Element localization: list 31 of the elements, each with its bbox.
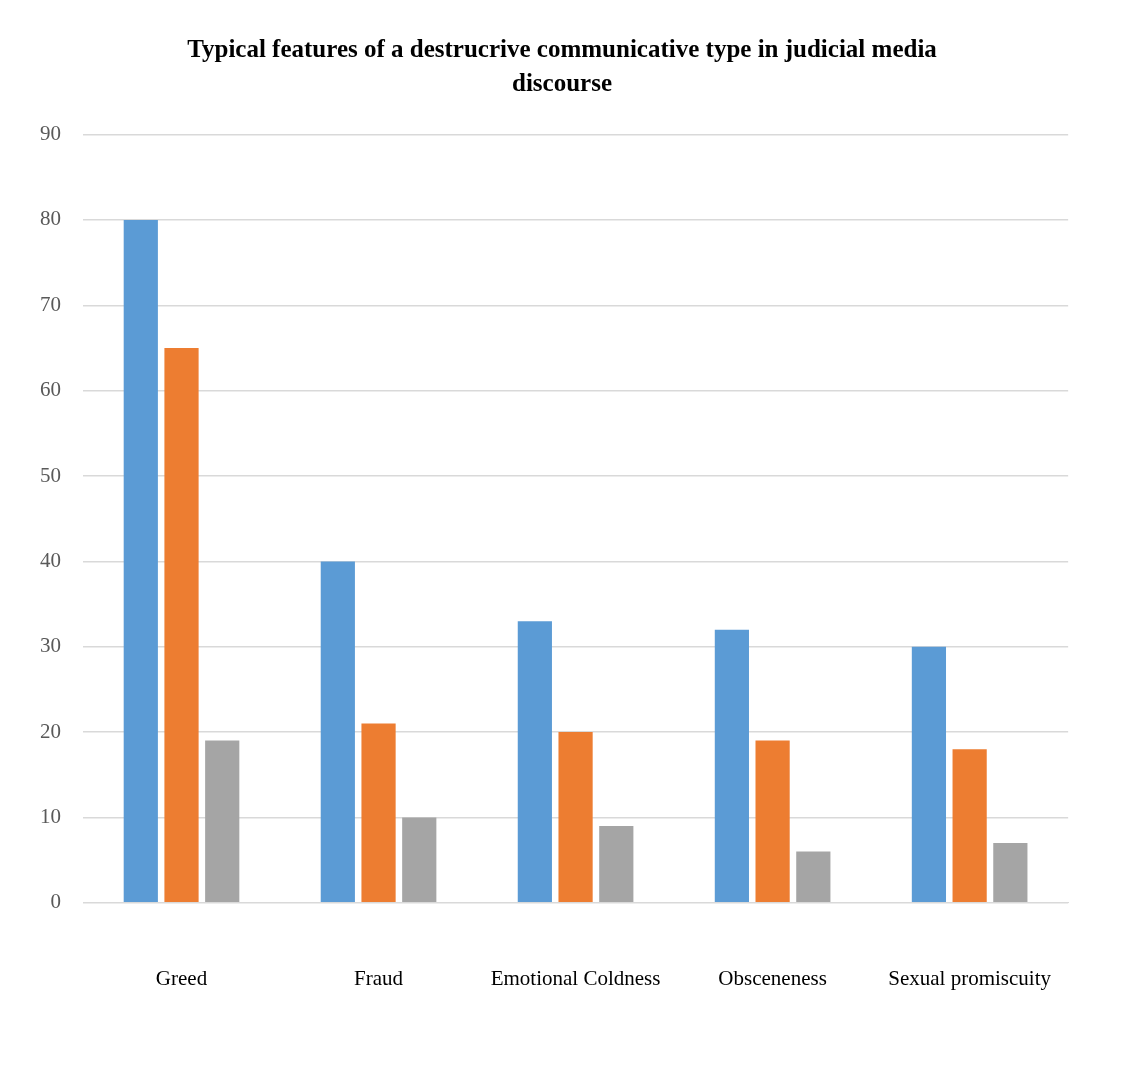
- y-tick-label: 50: [40, 462, 61, 487]
- bar: [599, 825, 634, 903]
- x-tick-label: Greed: [155, 965, 208, 990]
- y-tick-label: 40: [40, 547, 61, 572]
- x-tick-label: Emotional Coldness: [490, 965, 661, 990]
- bar: [796, 851, 831, 903]
- bar: [952, 749, 987, 903]
- bar: [205, 740, 240, 903]
- bar: [123, 219, 158, 903]
- y-tick-label: 70: [40, 291, 61, 316]
- y-tick-label: 30: [40, 633, 61, 658]
- bar: [402, 817, 437, 903]
- x-tick-label: Sexual promiscuity: [888, 965, 1052, 990]
- bar: [755, 740, 790, 903]
- bar: [993, 843, 1028, 903]
- x-tick-label: Fraud: [354, 965, 404, 990]
- bar: [320, 561, 355, 903]
- y-tick-label: 90: [40, 121, 61, 146]
- x-tick-label: Obsceneness: [718, 965, 827, 990]
- bar: [714, 629, 749, 903]
- bar: [558, 732, 593, 903]
- y-tick-label: 60: [40, 377, 61, 402]
- y-tick-label: 20: [40, 718, 61, 743]
- chart-title: Typical features of a destrucrive communicative type in judicial media discourse: [186, 34, 938, 98]
- bar: [164, 347, 199, 903]
- bar: [517, 621, 552, 903]
- y-tick-label: 80: [40, 206, 61, 231]
- bar: [361, 723, 396, 903]
- y-tick-label: 0: [50, 889, 61, 914]
- y-tick-label: 10: [40, 803, 61, 828]
- bar: [911, 646, 947, 903]
